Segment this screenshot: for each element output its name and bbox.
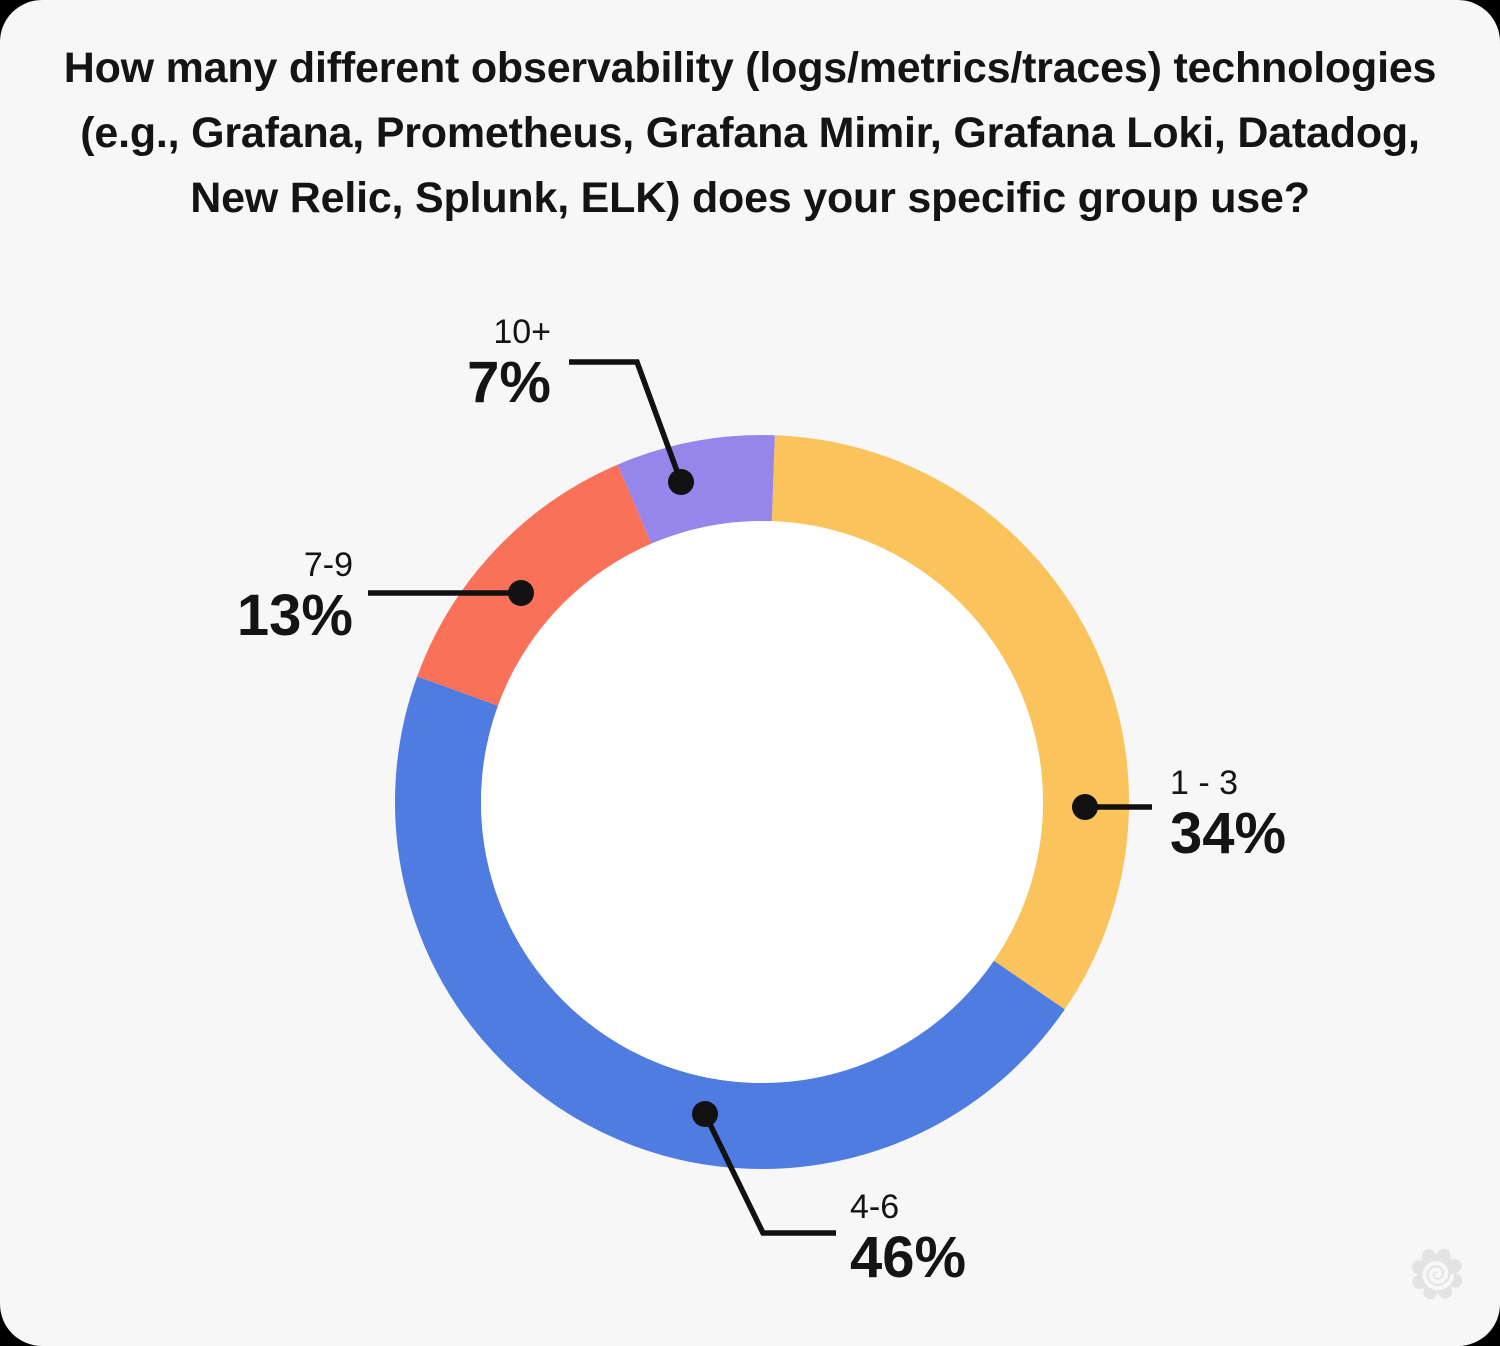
callout-category-1-3: 1 - 3 bbox=[1170, 764, 1239, 802]
donut-segment-10+ bbox=[394, 434, 1129, 1169]
callout-category-4-6: 4-6 bbox=[850, 1188, 900, 1226]
callout-line-4-6 bbox=[702, 1112, 836, 1236]
grafana-logo-spiral bbox=[1422, 1260, 1455, 1291]
callout-label-4-6: 4-6 46% bbox=[850, 1187, 966, 1289]
grafana-logo-watermark bbox=[1411, 1248, 1463, 1300]
callout-dots bbox=[508, 469, 1098, 1127]
callout-percentage-1-3: 34% bbox=[1170, 801, 1287, 866]
callout-category-7-9: 7-9 bbox=[303, 546, 353, 584]
callout-label-1-3: 1 - 3 34% bbox=[1170, 763, 1286, 865]
callout-dot-10plus bbox=[668, 469, 694, 495]
callout-label-10plus: 10+ 7% bbox=[467, 312, 551, 414]
chart-title: How many different observability (logs/m… bbox=[0, 36, 1500, 231]
donut-segment-4-6 bbox=[394, 434, 1129, 1169]
callout-percentage-4-6: 46% bbox=[850, 1225, 967, 1290]
callout-percentage-10plus: 7% bbox=[467, 350, 551, 415]
callout-dot-7-9 bbox=[508, 580, 534, 606]
callout-line-10plus bbox=[569, 359, 684, 483]
callout-dot-1-3 bbox=[1072, 794, 1098, 820]
chart-title-line-1: How many different observability (logs/m… bbox=[63, 44, 1437, 92]
callout-label-7-9: 7-9 13% bbox=[237, 545, 353, 647]
callout-percentage-7-9: 13% bbox=[236, 583, 353, 648]
chart-title-line-3: New Relic, Splunk, ELK) does your specif… bbox=[190, 174, 1310, 222]
callout-lines bbox=[368, 359, 1152, 1236]
callout-dot-4-6 bbox=[692, 1101, 718, 1127]
donut-hole bbox=[481, 521, 1043, 1083]
callout-category-10plus: 10+ bbox=[493, 313, 551, 351]
chart-title-line-2: (e.g., Grafana, Prometheus, Grafana Mimi… bbox=[80, 109, 1420, 157]
